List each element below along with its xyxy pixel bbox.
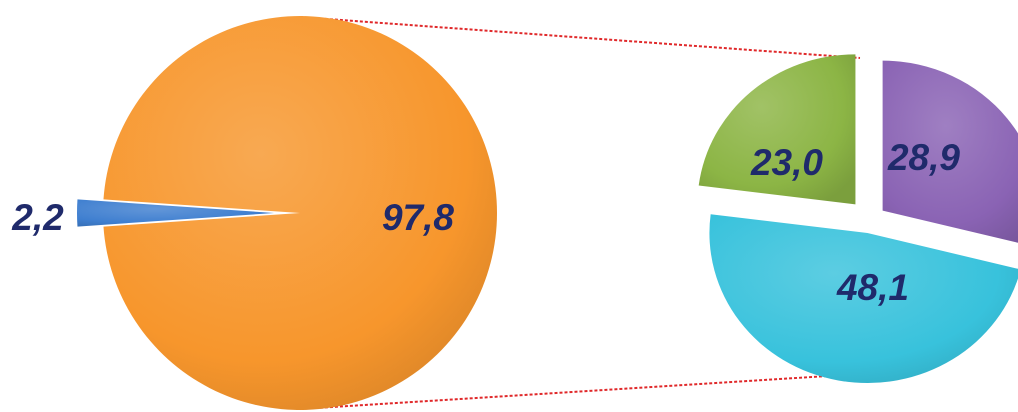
connector-line-top xyxy=(299,16,861,59)
data-label-28-9: 28,9 xyxy=(887,137,960,178)
main-pie xyxy=(76,16,498,411)
main-slice-2-2 xyxy=(76,199,274,227)
data-label-23-0: 23,0 xyxy=(750,142,823,183)
connector-line-bottom xyxy=(299,373,861,410)
secondary-pie xyxy=(698,54,1018,384)
sub-slice-48-1 xyxy=(709,214,1018,384)
data-label-97-8: 97,8 xyxy=(382,197,454,238)
data-label-48-1: 48,1 xyxy=(836,267,909,308)
sub-slice-28-9 xyxy=(882,60,1018,243)
data-label-2-2: 2,2 xyxy=(11,197,64,238)
main-slice-97-8 xyxy=(103,16,498,411)
sub-slice-23-0 xyxy=(698,54,856,205)
